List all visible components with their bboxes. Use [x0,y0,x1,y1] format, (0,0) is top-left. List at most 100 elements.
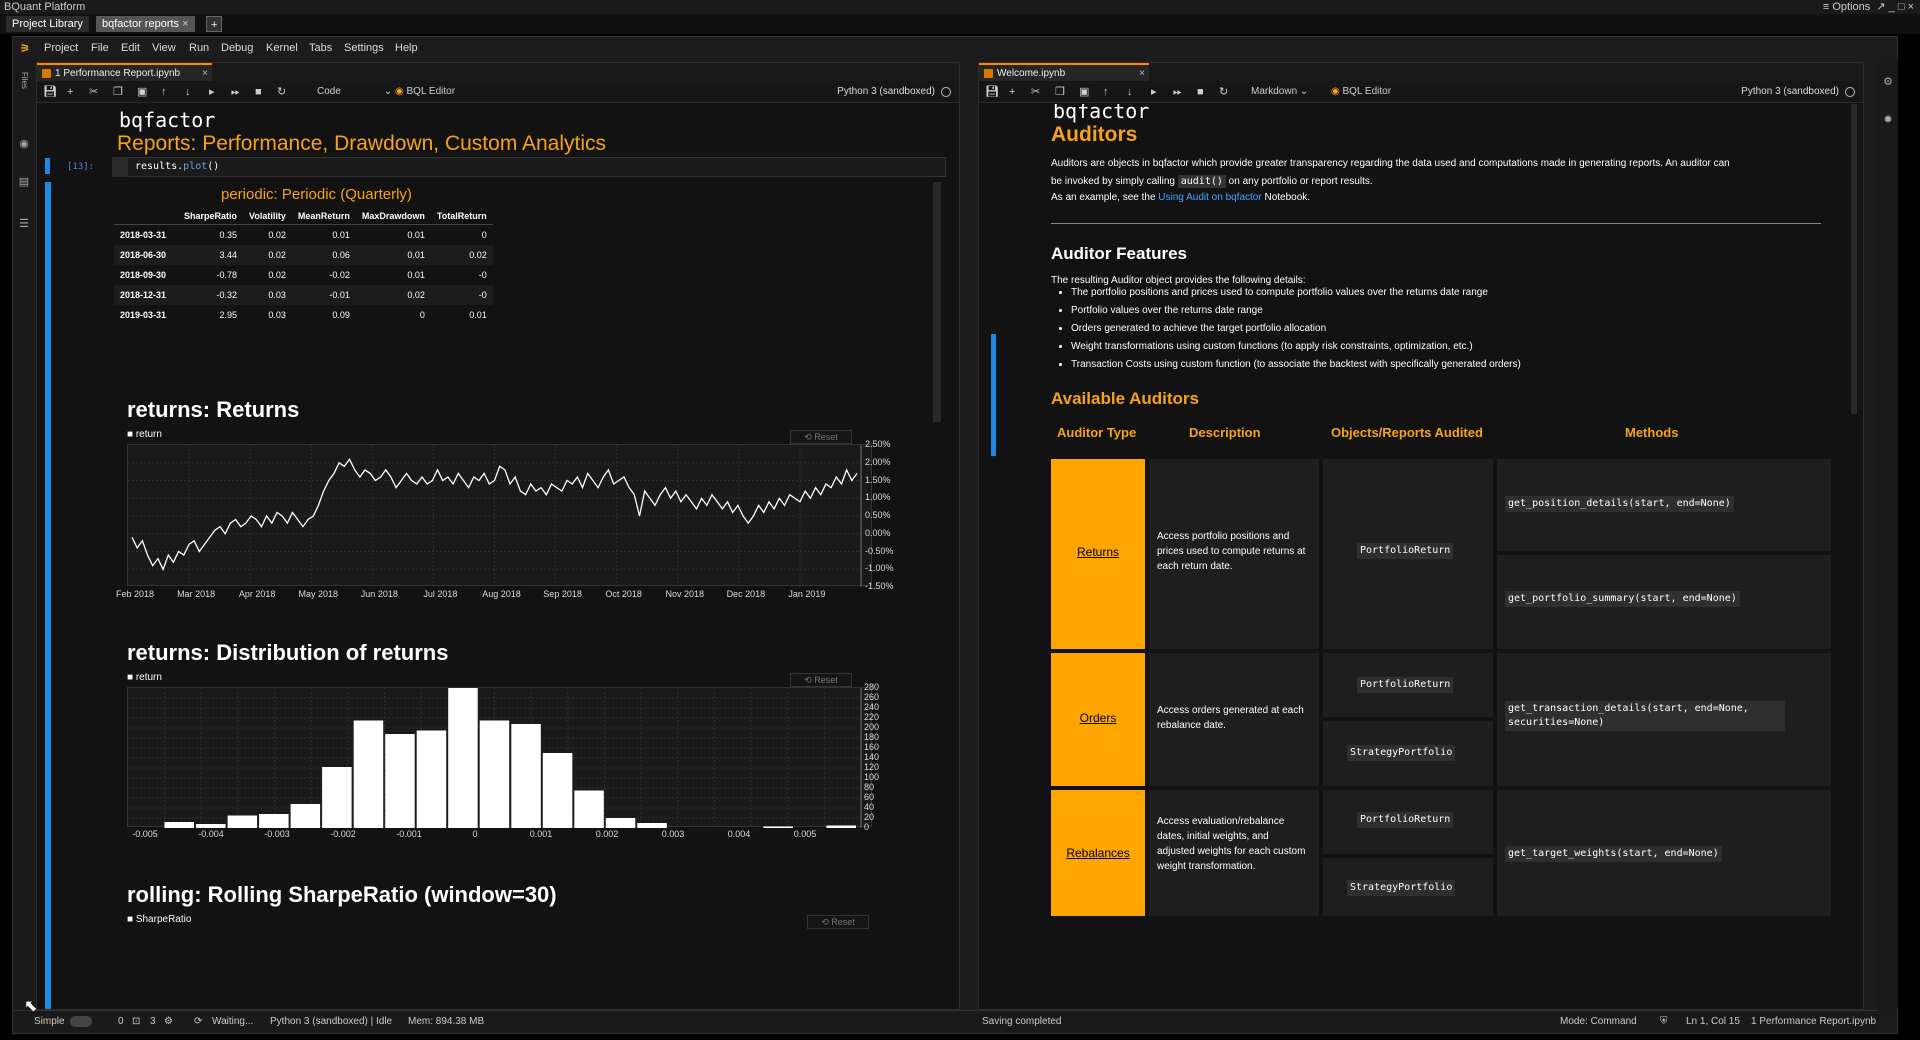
reset-button[interactable]: ⟲ Reset [790,673,852,687]
tab-bqfactor-reports[interactable]: bqfactor reports × [96,16,195,32]
histogram-bar [322,767,352,828]
palette-icon[interactable]: ▤ [18,176,30,188]
restart-icon[interactable]: ↻ [1219,86,1229,98]
audit-notebook-link[interactable]: Using Audit on bqfactor [1158,192,1262,203]
cell-type-select[interactable]: Code ⌄ [317,86,393,97]
paste-icon[interactable]: ▣ [1079,86,1090,98]
auditor-link-orders[interactable]: Orders [1079,711,1117,725]
menu-edit[interactable]: Edit [121,42,140,54]
y-tick-label: -0.50% [865,545,894,556]
move-down-icon[interactable]: ↓ [1127,86,1133,98]
tab-performance-report[interactable]: 1 Performance Report.ipynb × [37,63,212,81]
cursor-position[interactable]: Ln 1, Col 15 [1686,1016,1740,1027]
reset-button[interactable]: ⟲ Reset [807,915,869,929]
y-tick-label: 220 [864,712,880,722]
available-title: Available Auditors [1051,389,1199,408]
bql-editor-button[interactable]: ◉ BQL Editor [1331,86,1392,97]
panel-scrollbar[interactable] [1851,104,1857,414]
stop-icon[interactable]: ■ [255,86,262,98]
run-icon[interactable]: ▸ [209,86,215,98]
object-badge: PortfolioReturn [1357,812,1454,828]
x-tick-label: -0.003 [264,829,290,839]
menu-kernel[interactable]: Kernel [266,42,298,54]
row-index: 2018-03-31 [120,230,167,240]
simple-mode-toggle[interactable] [70,1016,92,1027]
shield-icon[interactable]: ⛨ [1660,1016,1668,1027]
objects-cell: StrategyPortfolio [1323,858,1493,916]
save-icon[interactable]: 💾︎ [43,86,57,98]
tab-project-library[interactable]: Project Library [6,16,89,32]
stop-circle-icon[interactable]: ◉ [19,138,29,150]
terminal-icon[interactable]: ⊡ [132,1016,141,1027]
move-up-icon[interactable]: ↑ [1103,86,1109,98]
add-tab-button[interactable]: + [206,16,223,32]
cut-icon[interactable]: ✂ [89,86,99,98]
close-icon[interactable]: × [202,68,208,79]
menu-file[interactable]: File [91,42,109,54]
close-icon[interactable]: × [1139,68,1145,79]
y-tick-label: 1.50% [865,474,891,485]
menu-view[interactable]: View [152,42,176,54]
stop-icon[interactable]: ■ [1197,86,1204,98]
move-down-icon[interactable]: ↓ [185,86,191,98]
spinner-icon: ⟳ [194,1016,203,1027]
kernel-name[interactable]: Python 3 (sandboxed) [837,86,935,97]
save-icon[interactable]: 💾︎ [985,86,999,98]
kernel-name[interactable]: Python 3 (sandboxed) [1741,86,1839,97]
run-icon[interactable]: ▸ [1151,86,1157,98]
x-tick-label: Feb 2018 [115,589,155,599]
table-cell: 0.06 [291,245,356,265]
output-collapse-bar[interactable] [45,182,51,1009]
objects-cell: PortfolioReturn [1323,790,1493,854]
returns-line-chart[interactable] [127,444,872,587]
auditor-link-returns[interactable]: Returns [1076,545,1120,559]
menu-debug[interactable]: Debug [221,42,254,54]
histogram-bar [227,815,258,828]
returns-legend: ■ return [127,429,162,440]
menu-tabs[interactable]: Tabs [309,42,333,54]
property-inspector-icon[interactable]: ⚙ [1883,76,1893,88]
toc-list-icon[interactable]: ☰ [19,218,29,230]
cell-prompt: [13]: [67,162,95,172]
settings-icon[interactable]: ⚙ [164,1016,173,1027]
output-scrollbar[interactable] [933,182,941,422]
y-tick-label: 100 [864,772,880,782]
menu-help[interactable]: Help [395,42,418,54]
run-all-icon[interactable]: ⏩︎ [1173,86,1182,98]
col-header: MeanReturn [291,208,356,225]
debugger-icon[interactable]: ✹ [1883,114,1893,126]
feature-item: Orders generated to achieve the target p… [1071,320,1521,338]
right-sidebar-rail: ⚙ ✹ [1878,58,1898,1010]
bql-editor-button[interactable]: ◉ BQL Editor [395,86,456,97]
window-options[interactable]: ≡ Options ↗ _ □ × [1822,1,1914,13]
cell-type-select[interactable]: Markdown ⌄ [1251,86,1309,97]
add-cell-icon[interactable]: + [67,86,74,98]
method-cell: get_target_weights(start, end=None) [1497,790,1831,916]
y-tick-label: 0 [864,822,870,832]
copy-icon[interactable]: ❐ [113,86,123,98]
tab-welcome[interactable]: Welcome.ipynb × [979,63,1149,81]
window-controls[interactable]: ↗ _ □ × [1876,1,1914,13]
menu-settings[interactable]: Settings [344,42,384,54]
kernel-status[interactable]: Python 3 (sandboxed) | Idle [270,1016,393,1027]
bquant-logo-icon: ⚞ [20,43,30,55]
copy-icon[interactable]: ❐ [1055,86,1065,98]
menu-run[interactable]: Run [189,42,210,54]
reset-button[interactable]: ⟲ Reset [790,430,852,444]
move-up-icon[interactable]: ↑ [161,86,167,98]
editor-mode[interactable]: Mode: Command [1560,1016,1637,1027]
features-lead: The resulting Auditor object provides th… [1051,275,1306,286]
cut-icon[interactable]: ✂ [1031,86,1041,98]
restart-icon[interactable]: ↻ [277,86,287,98]
code-cell-input[interactable]: results.plot() [112,157,946,177]
auditor-link-rebalances[interactable]: Rebalances [1066,846,1130,860]
add-cell-icon[interactable]: + [1009,86,1016,98]
table-cell: -0.02 [329,270,350,280]
x-tick-label: May 2018 [298,589,339,599]
run-all-icon[interactable]: ⏩︎ [231,86,240,98]
distribution-bar-chart[interactable] [127,687,872,828]
close-icon[interactable]: × [182,18,189,30]
files-tab[interactable]: Files [20,71,29,89]
paste-icon[interactable]: ▣ [137,86,148,98]
menu-project[interactable]: Project [44,42,79,54]
